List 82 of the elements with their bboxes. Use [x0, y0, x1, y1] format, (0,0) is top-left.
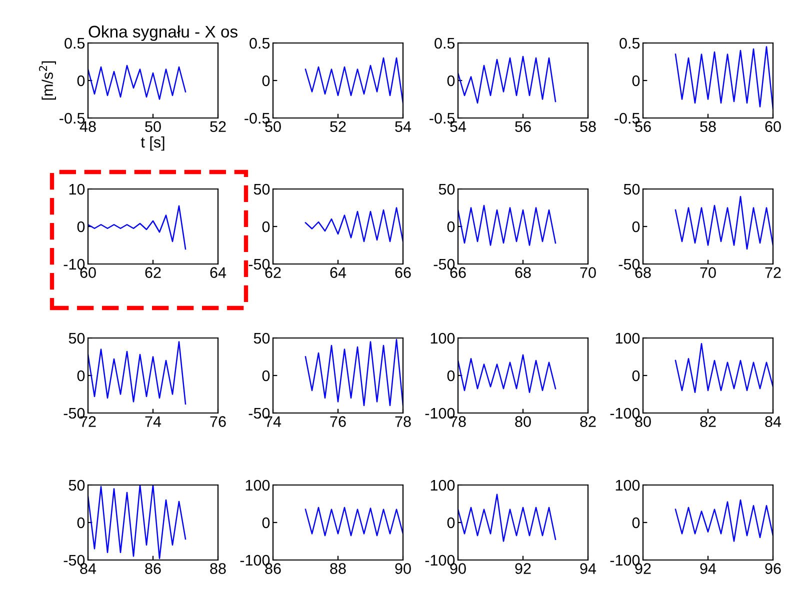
- x-axis-title: t [s]: [140, 136, 164, 151]
- line-series: [458, 354, 556, 393]
- x-tick-label: 78: [395, 416, 411, 427]
- line-series: [674, 499, 773, 542]
- line-series: [458, 56, 556, 104]
- x-tick-label: 58: [700, 121, 716, 132]
- line-series: [88, 64, 186, 100]
- x-tick-label: 96: [765, 563, 781, 574]
- x-tick-label: 58: [580, 121, 596, 132]
- x-tick-label: 50: [145, 121, 161, 132]
- x-tick-label: 70: [700, 267, 716, 278]
- y-tick-label: 0.5: [620, 38, 640, 49]
- y-tick-label: 0: [632, 517, 640, 528]
- y-tick-label: 50: [438, 184, 455, 195]
- line-series: [674, 196, 773, 250]
- y-tick-label: 50: [68, 480, 85, 491]
- x-tick-label: 86: [145, 563, 161, 574]
- x-tick-label: 80: [515, 416, 531, 427]
- x-tick-label: 52: [330, 121, 346, 132]
- line-series: [458, 494, 556, 542]
- line-series: [674, 343, 773, 393]
- y-tick-label: 100: [616, 480, 640, 491]
- chart-title: Okna sygnału - X os: [88, 25, 238, 41]
- x-tick-label: 66: [395, 267, 411, 278]
- y-tick-label: 0: [447, 370, 455, 382]
- y-tick-label: 0: [262, 370, 270, 382]
- x-tick-label: 82: [580, 416, 596, 427]
- y-tick-label: 0.5: [434, 38, 455, 49]
- line-series: [304, 338, 403, 406]
- y-tick-label: 0: [262, 75, 270, 86]
- y-tick-label: 0: [447, 517, 455, 528]
- y-tick-label: 0: [447, 221, 455, 232]
- x-tick-label: 82: [700, 416, 716, 427]
- line-series: [674, 46, 773, 110]
- x-tick-label: 84: [765, 416, 782, 427]
- x-tick-label: 54: [395, 121, 412, 132]
- line-series: [88, 341, 186, 405]
- y-tick-label: 100: [616, 332, 640, 344]
- y-tick-label: 50: [254, 184, 270, 195]
- x-tick-label: 88: [210, 563, 226, 574]
- y-tick-label: 0: [77, 75, 85, 86]
- x-tick-label: 94: [700, 563, 716, 574]
- x-tick-label: 72: [765, 267, 781, 278]
- y-tick-label: 50: [254, 332, 270, 344]
- line-series: [304, 57, 403, 104]
- line-series: [88, 205, 186, 250]
- x-tick-label: 64: [330, 267, 346, 278]
- y-tick-label: 100: [430, 332, 455, 344]
- y-tick-label: 50: [68, 332, 85, 344]
- x-tick-label: 94: [580, 563, 596, 574]
- x-tick-label: 88: [330, 563, 346, 574]
- y-tick-label: 0: [632, 75, 640, 86]
- x-tick-label: 90: [395, 563, 411, 574]
- x-tick-label: 92: [515, 563, 531, 574]
- y-tick-label: 0: [447, 75, 455, 86]
- y-tick-label: 0.5: [64, 38, 85, 49]
- y-axis-title: [m/s$^{2}$]: [39, 61, 56, 100]
- x-tick-label: 62: [145, 267, 161, 278]
- x-tick-label: 64: [210, 267, 226, 278]
- line-series: [304, 506, 403, 536]
- y-tick-label: 0: [632, 221, 640, 232]
- y-tick-label: 0: [632, 370, 640, 382]
- y-tick-label: 100: [246, 480, 270, 491]
- x-tick-label: 52: [210, 121, 226, 132]
- x-tick-label: 74: [145, 416, 162, 427]
- y-tick-label: 0: [77, 221, 85, 232]
- y-tick-label: 0: [262, 221, 270, 232]
- y-tick-label: 10: [69, 184, 85, 195]
- y-tick-label: 50: [624, 184, 640, 195]
- x-tick-label: 68: [515, 267, 531, 278]
- y-tick-label: 0.5: [250, 38, 270, 49]
- y-tick-label: 0: [77, 517, 85, 528]
- x-tick-label: 70: [580, 267, 596, 278]
- line-series: [458, 204, 556, 246]
- y-tick-label: 100: [430, 480, 455, 491]
- x-tick-label: 76: [210, 416, 226, 427]
- y-tick-label: 0: [77, 370, 85, 382]
- x-tick-label: 60: [765, 121, 781, 132]
- y-tick-label: 0: [262, 517, 270, 528]
- x-tick-label: 56: [515, 121, 531, 132]
- line-series: [304, 207, 403, 242]
- x-tick-label: 76: [330, 416, 346, 427]
